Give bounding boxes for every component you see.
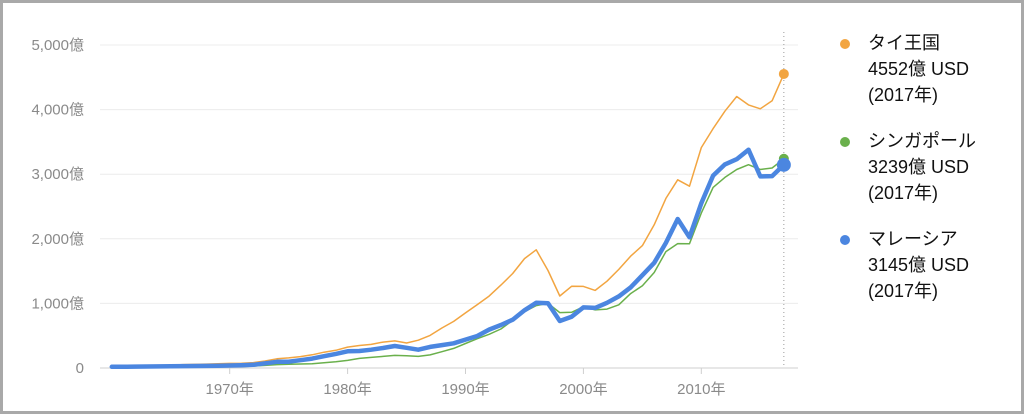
x-tick-label: 1970年 [206, 381, 254, 398]
y-tick-label: 5,000億 [31, 37, 84, 54]
series-line-2[interactable] [109, 147, 787, 370]
x-axis-ticks: 1970年 1980年 1990年 2000年 2010年 [206, 368, 726, 398]
legend-series-year: (2017年) [868, 281, 939, 301]
legend: タイ王国 4552億 USD (2017年) シンガポール 3239億 USD … [838, 30, 1008, 324]
y-axis-ticks: 0 1,000億 2,000億 3,000億 4,000億 5,000億 [31, 37, 84, 377]
legend-series-year: (2017年) [868, 85, 939, 105]
x-tick-label: 2010年 [677, 381, 725, 398]
legend-series-name: タイ王国 [868, 33, 940, 53]
series-end-point-2[interactable] [776, 157, 791, 172]
gridlines [100, 32, 798, 369]
x-tick-label: 1980年 [323, 381, 371, 398]
legend-series-value: 3145億 USD [868, 255, 970, 275]
legend-dot [840, 39, 850, 49]
y-tick-label: 1,000億 [31, 295, 84, 312]
y-tick-label: 3,000億 [31, 166, 84, 183]
series-lines [109, 73, 787, 370]
y-tick-label: 4,000億 [31, 102, 84, 119]
legend-series-name: シンガポール [868, 131, 976, 151]
series-line-1[interactable] [111, 158, 785, 369]
legend-series-year: (2017年) [868, 183, 939, 203]
series-end-point-0[interactable] [778, 68, 789, 79]
y-tick-label: 0 [76, 360, 84, 377]
legend-item-malaysia[interactable]: マレーシア 3145億 USD (2017年) [838, 226, 1008, 304]
end-markers [776, 68, 791, 172]
series-line-0[interactable] [111, 73, 785, 368]
legend-series-value: 3239億 USD [868, 157, 970, 177]
x-tick-label: 1990年 [441, 381, 489, 398]
legend-series-name: マレーシア [868, 229, 958, 249]
legend-item-singapore[interactable]: シンガポール 3239億 USD (2017年) [838, 128, 1008, 206]
legend-dot [840, 137, 850, 147]
x-tick-label: 2000年 [559, 381, 607, 398]
legend-item-thailand[interactable]: タイ王国 4552億 USD (2017年) [838, 30, 1008, 108]
y-tick-label: 2,000億 [31, 231, 84, 248]
legend-series-value: 4552億 USD [868, 59, 970, 79]
legend-dot [840, 235, 850, 245]
